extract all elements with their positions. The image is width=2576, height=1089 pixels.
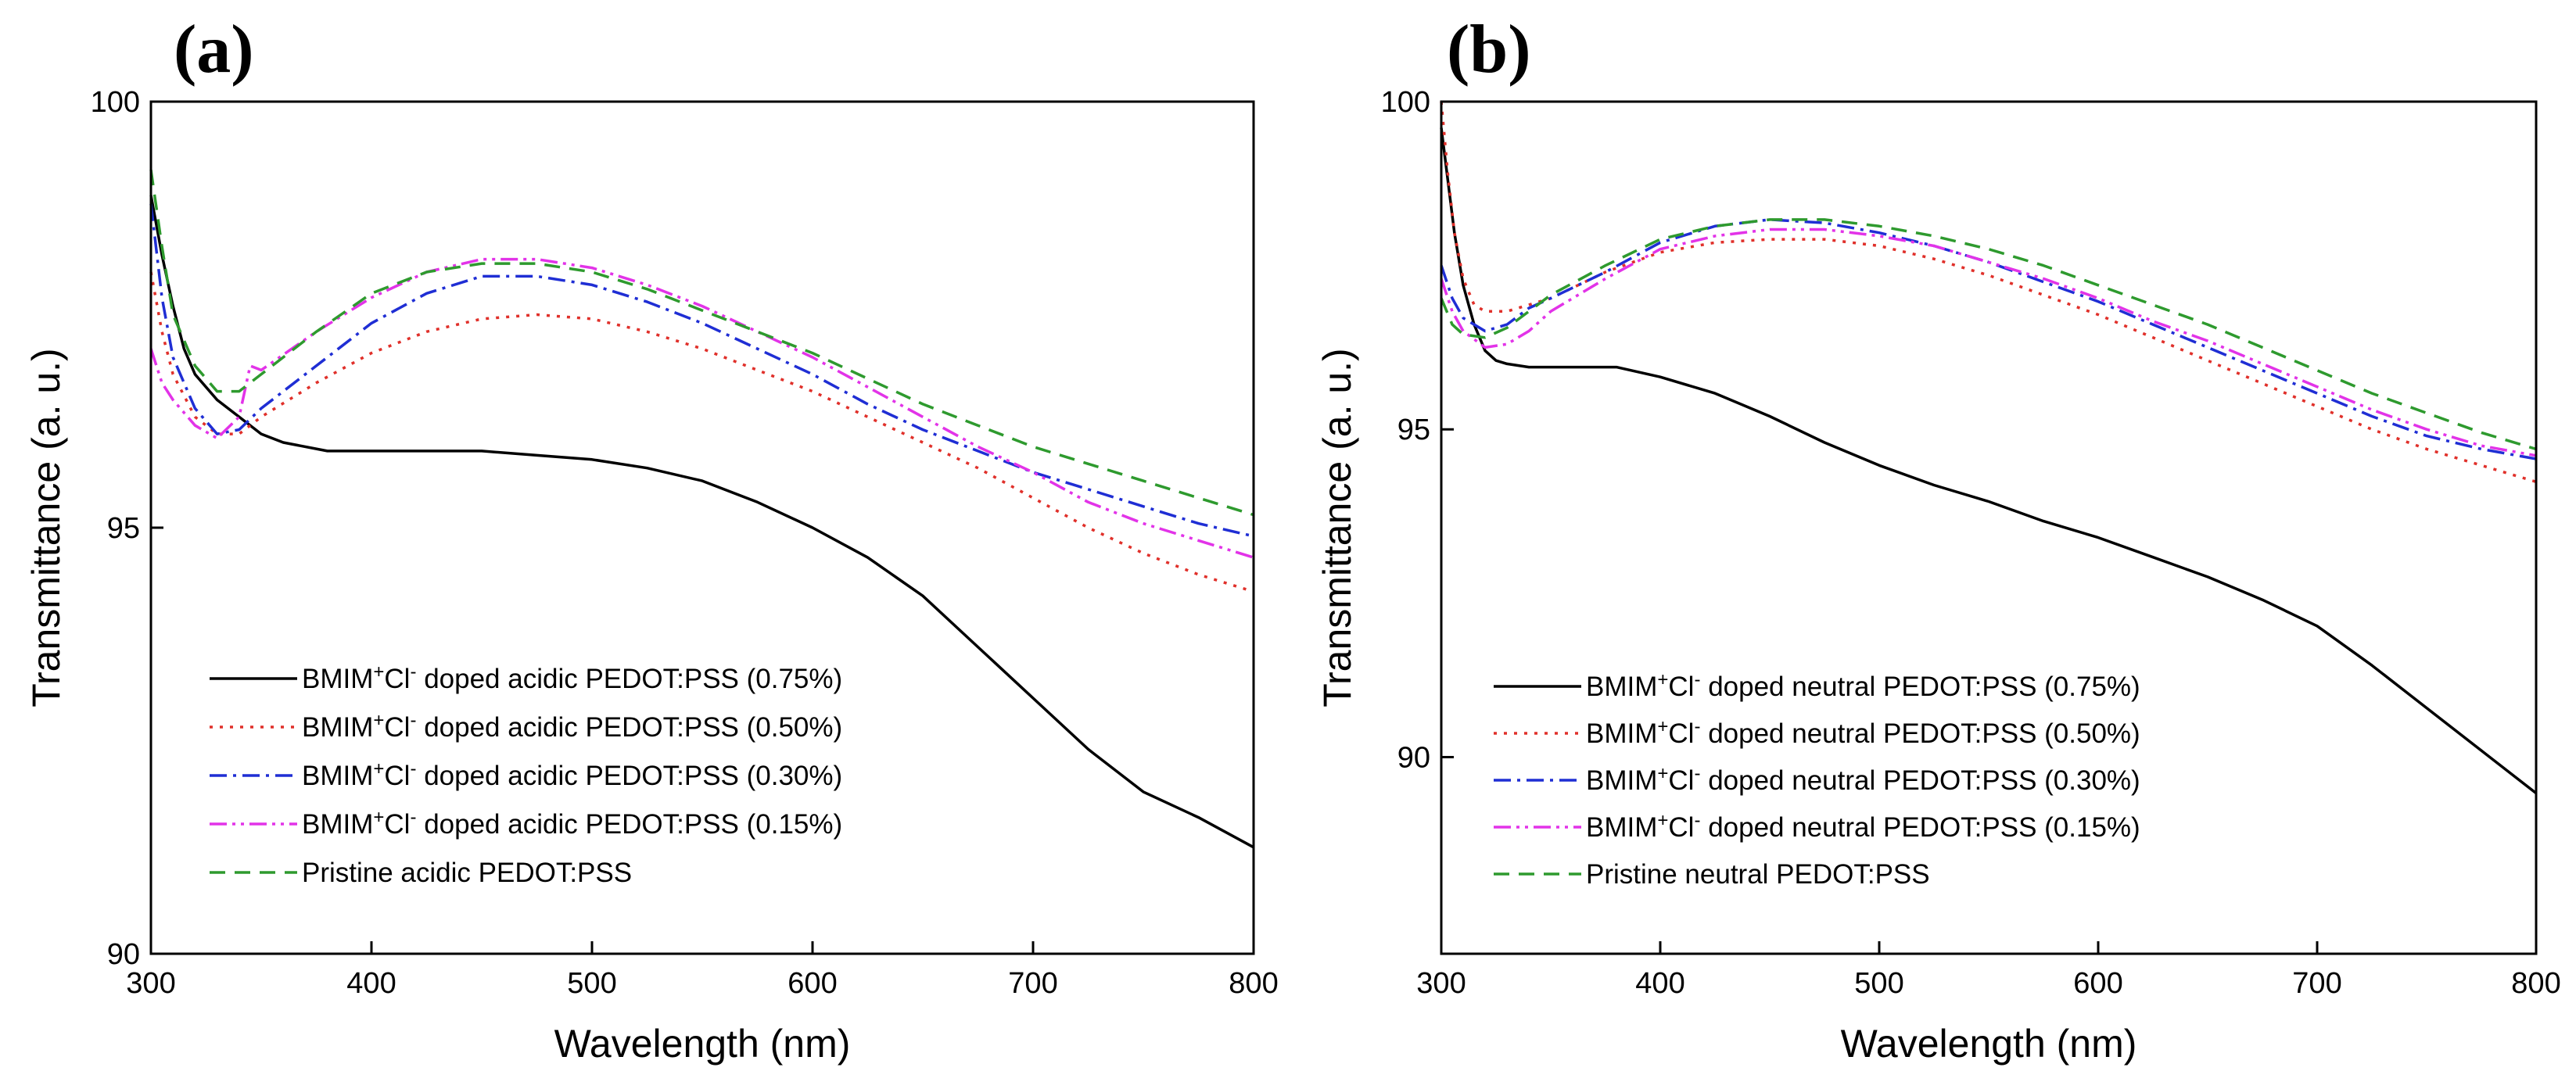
panel-b-series-3-line xyxy=(1440,227,2537,457)
panel-b-series-4-line xyxy=(1440,218,2537,451)
panel-a-series-0-line xyxy=(149,195,1254,849)
panel-b-x-tick-label-1: 400 xyxy=(1635,967,1684,1000)
panel-a-x-axis-title: Wavelength (nm) xyxy=(554,1022,851,1066)
panel-b-plot-frame xyxy=(1440,100,2538,955)
panel-a-legend: BMIM+Cl- doped acidic PEDOT:PSS (0.75%) B… xyxy=(210,661,842,888)
panel-b-x-tick-label-3: 600 xyxy=(2073,967,2122,1000)
panel-b-y-tick-label-1: 95 xyxy=(1397,414,1430,446)
panel-a-y-tick-label-2: 100 xyxy=(91,86,140,119)
panel-a-x-tick-label-1: 400 xyxy=(346,967,396,1000)
panel-a-x-ticks: 300 400 500 600 700 800 xyxy=(126,941,1279,1000)
panel-a-legend-label-0: BMIM+Cl- doped acidic PEDOT:PSS (0.75%) xyxy=(302,661,842,695)
panel-b-x-tick-label-5: 800 xyxy=(2511,967,2560,1000)
panel-a-legend-label-4: Pristine acidic PEDOT:PSS xyxy=(302,858,632,888)
panel-a-legend-label-1: BMIM+Cl- doped acidic PEDOT:PSS (0.50%) xyxy=(302,710,842,743)
panel-b-legend-label-4: Pristine neutral PEDOT:PSS xyxy=(1586,859,1930,890)
panel-b-legend: BMIM+Cl- doped neutral PEDOT:PSS (0.75%)… xyxy=(1494,669,2140,890)
panel-b-legend-label-2: BMIM+Cl- doped neutral PEDOT:PSS (0.30%) xyxy=(1586,763,2140,797)
panel-a-series xyxy=(149,169,1254,849)
panel-a-x-tick-label-4: 700 xyxy=(1008,967,1057,1000)
panel-a-label: (a) xyxy=(174,12,254,88)
panel-b-y-tick-label-2: 100 xyxy=(1381,86,1430,119)
panel-a-legend-label-3: BMIM+Cl- doped acidic PEDOT:PSS (0.15%) xyxy=(302,807,842,840)
panel-b-y-axis-title: Transmittance (a. u.) xyxy=(1315,348,1359,707)
panel-b-label: (b) xyxy=(1447,12,1531,88)
panel-b-legend-label-1: BMIM+Cl- doped neutral PEDOT:PSS (0.50%) xyxy=(1586,716,2140,750)
panel-b-series xyxy=(1440,101,2538,794)
panel-b-x-axis-title: Wavelength (nm) xyxy=(1841,1022,2137,1066)
panel-a-series-4-line xyxy=(149,169,1254,517)
panel-b-x-tick-label-2: 500 xyxy=(1854,967,1903,1000)
panel-a: (a) 300 400 500 600 700 800 90 95 100 Wavelengt… xyxy=(24,12,1279,1066)
panel-a-x-tick-label-5: 800 xyxy=(1229,967,1278,1000)
panel-b-legend-label-3: BMIM+Cl- doped neutral PEDOT:PSS (0.15%) xyxy=(1586,810,2140,844)
panel-b-x-ticks: 300 400 500 600 700 800 xyxy=(1416,941,2561,1000)
panel-a-series-3-line xyxy=(149,257,1254,559)
panel-a-y-axis-title: Transmittance (a. u.) xyxy=(24,348,68,707)
panel-a-x-tick-label-0: 300 xyxy=(126,967,175,1000)
panel-a-legend-label-2: BMIM+Cl- doped acidic PEDOT:PSS (0.30%) xyxy=(302,758,842,792)
panel-a-x-tick-label-2: 500 xyxy=(567,967,616,1000)
panel-b-series-2-line xyxy=(1440,218,2537,460)
panel-b: (b) 300 400 500 600 700 800 90 95 100 Wavelengt… xyxy=(1315,12,2561,1066)
panel-a-y-tick-label-1: 95 xyxy=(107,512,140,545)
panel-b-legend-label-0: BMIM+Cl- doped neutral PEDOT:PSS (0.75%) xyxy=(1586,669,2140,703)
panel-b-x-tick-label-4: 700 xyxy=(2292,967,2341,1000)
panel-a-y-ticks: 90 95 100 xyxy=(91,86,163,971)
panel-b-x-tick-label-0: 300 xyxy=(1416,967,1466,1000)
panel-b-y-ticks: 90 95 100 xyxy=(1381,86,1454,774)
panel-a-series-2-line xyxy=(149,203,1254,538)
panel-b-y-tick-label-0: 90 xyxy=(1397,741,1430,774)
panel-b-series-1-line xyxy=(1440,101,2537,483)
panel-a-x-tick-label-3: 600 xyxy=(788,967,837,1000)
panel-a-y-tick-label-0: 90 xyxy=(107,938,140,971)
